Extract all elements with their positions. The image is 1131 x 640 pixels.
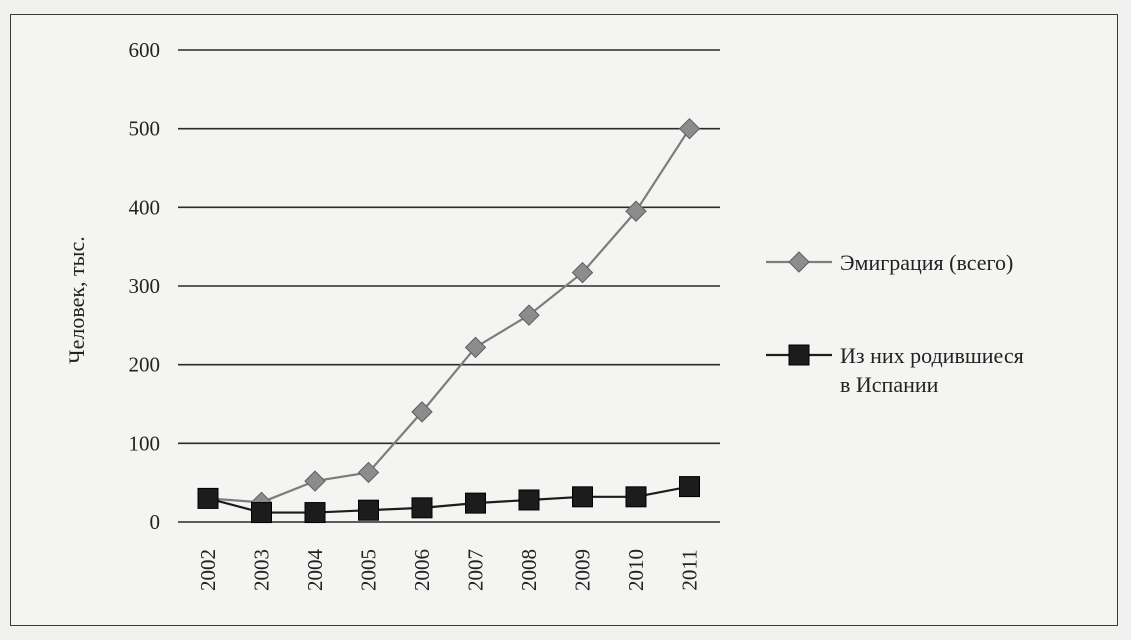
x-tick-label: 2008 xyxy=(517,549,541,591)
point-diamond xyxy=(518,304,540,326)
x-tick-label: 2002 xyxy=(196,549,220,591)
legend-marker-square xyxy=(788,344,810,366)
chart-frame xyxy=(10,14,1118,626)
y-tick-label: 600 xyxy=(129,38,161,62)
point-square xyxy=(251,502,272,524)
point-square xyxy=(197,487,219,509)
series-line-0 xyxy=(207,128,691,504)
x-tick-labels: 2002 2003 2004 2005 2006 2007 2008 2009 2010 2011 xyxy=(196,549,702,592)
x-tick-label: 2003 xyxy=(250,549,274,591)
legend: Эмиграция (всего) Из них родившиеся в Испа… xyxy=(766,250,1024,397)
y-tick-label: 500 xyxy=(129,117,161,141)
point-diamond xyxy=(304,470,326,492)
x-tick-label: 2010 xyxy=(624,549,648,591)
point-square xyxy=(411,497,433,519)
y-tick-label: 0 xyxy=(150,510,161,534)
series-line-1 xyxy=(207,485,690,514)
point-diamond xyxy=(357,461,380,484)
point-square xyxy=(304,502,326,524)
x-tick-label: 2004 xyxy=(303,549,327,592)
x-tick-label: 2009 xyxy=(571,549,595,591)
point-square xyxy=(518,489,540,511)
y-tick-label: 100 xyxy=(129,431,161,455)
y-tick-label: 200 xyxy=(129,353,161,377)
y-tick-labels: 0 100 200 300 400 500 600 xyxy=(129,38,161,534)
point-diamond xyxy=(625,200,647,222)
legend-marker-diamond xyxy=(788,251,810,273)
point-square xyxy=(625,486,647,508)
x-tick-label: 2011 xyxy=(678,549,702,590)
series-layer xyxy=(197,117,701,524)
legend-label-born-in-spain-line2: в Испании xyxy=(840,372,939,397)
y-tick-label: 300 xyxy=(129,274,161,298)
point-diamond xyxy=(411,401,433,423)
y-tick-label: 400 xyxy=(129,195,161,219)
point-diamond xyxy=(678,117,701,140)
gridlines xyxy=(178,49,720,523)
point-square xyxy=(572,486,593,508)
point-diamond xyxy=(464,336,487,359)
point-square xyxy=(465,492,486,514)
x-tick-label: 2005 xyxy=(357,549,381,591)
point-diamond xyxy=(571,261,594,284)
x-tick-label: 2006 xyxy=(410,549,434,591)
legend-label-emigration: Эмиграция (всего) xyxy=(840,250,1013,275)
x-tick-label: 2007 xyxy=(464,549,488,591)
legend-label-born-in-spain-line1: Из них родившиеся xyxy=(840,343,1024,368)
point-square xyxy=(358,499,379,521)
point-square xyxy=(679,476,700,498)
y-axis-title: Человек, тыс. xyxy=(64,236,89,363)
